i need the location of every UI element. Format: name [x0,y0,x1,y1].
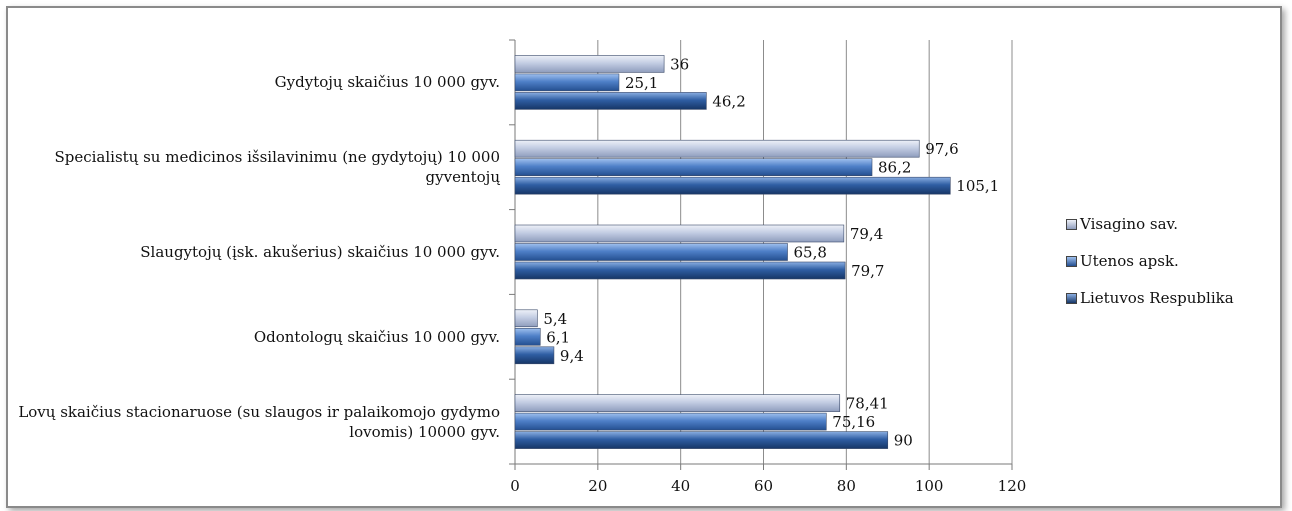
bar [515,328,540,345]
category-label: Gydytojų skaičius 10 000 gyv. [0,72,500,92]
data-label: 5,4 [543,310,567,328]
x-tick-label: 20 [588,477,607,495]
category-label: Lovų skaičius stacionaruose (su slaugos … [0,402,500,442]
legend-label: Utenos apsk. [1080,252,1179,270]
bar [515,310,537,327]
data-label: 79,7 [851,262,884,280]
data-label: 25,1 [625,74,658,92]
data-label: 6,1 [546,328,570,346]
category-label: Odontologų skaičius 10 000 gyv. [0,327,500,347]
legend-swatch-utenos [1066,256,1077,267]
legend-label: Lietuvos Respublika [1080,289,1234,307]
legend: Visagino sav. Utenos apsk. Lietuvos Resp… [1066,214,1234,325]
x-tick-label: 80 [837,477,856,495]
x-tick-label: 40 [671,477,690,495]
data-label: 75,16 [832,413,875,431]
data-label: 79,4 [850,225,883,243]
legend-item-visagino: Visagino sav. [1066,214,1234,234]
bar [515,244,788,261]
bar [515,140,919,157]
x-tick-label: 100 [915,477,944,495]
x-tick-label: 0 [510,477,520,495]
category-label: Specialistų su medicinos išsilavinimu (n… [0,147,500,187]
bar [515,177,950,194]
data-label: 78,41 [846,395,889,413]
bar [515,413,826,430]
bar [515,55,664,72]
bar [515,432,888,449]
data-label: 65,8 [794,244,827,262]
bar [515,347,554,364]
bar [515,225,844,242]
category-label: Slaugytojų (įsk. akušerius) skaičius 10 … [0,242,500,262]
data-label: 90 [894,432,913,450]
data-label: 36 [670,55,689,73]
bar [515,395,840,412]
legend-swatch-visagino [1066,219,1077,230]
data-label: 9,4 [560,347,584,365]
data-label: 46,2 [712,92,745,110]
legend-item-lietuvos: Lietuvos Respublika [1066,288,1234,308]
data-label: 86,2 [878,159,911,177]
legend-label: Visagino sav. [1080,215,1178,233]
data-label: 97,6 [925,140,958,158]
bar [515,92,706,109]
legend-swatch-lietuvos [1066,293,1077,304]
x-tick-label: 120 [998,477,1027,495]
bar [515,74,619,91]
x-tick-label: 60 [754,477,773,495]
bar [515,159,872,176]
data-label: 105,1 [956,177,999,195]
legend-item-utenos: Utenos apsk. [1066,251,1234,271]
bar [515,262,845,279]
